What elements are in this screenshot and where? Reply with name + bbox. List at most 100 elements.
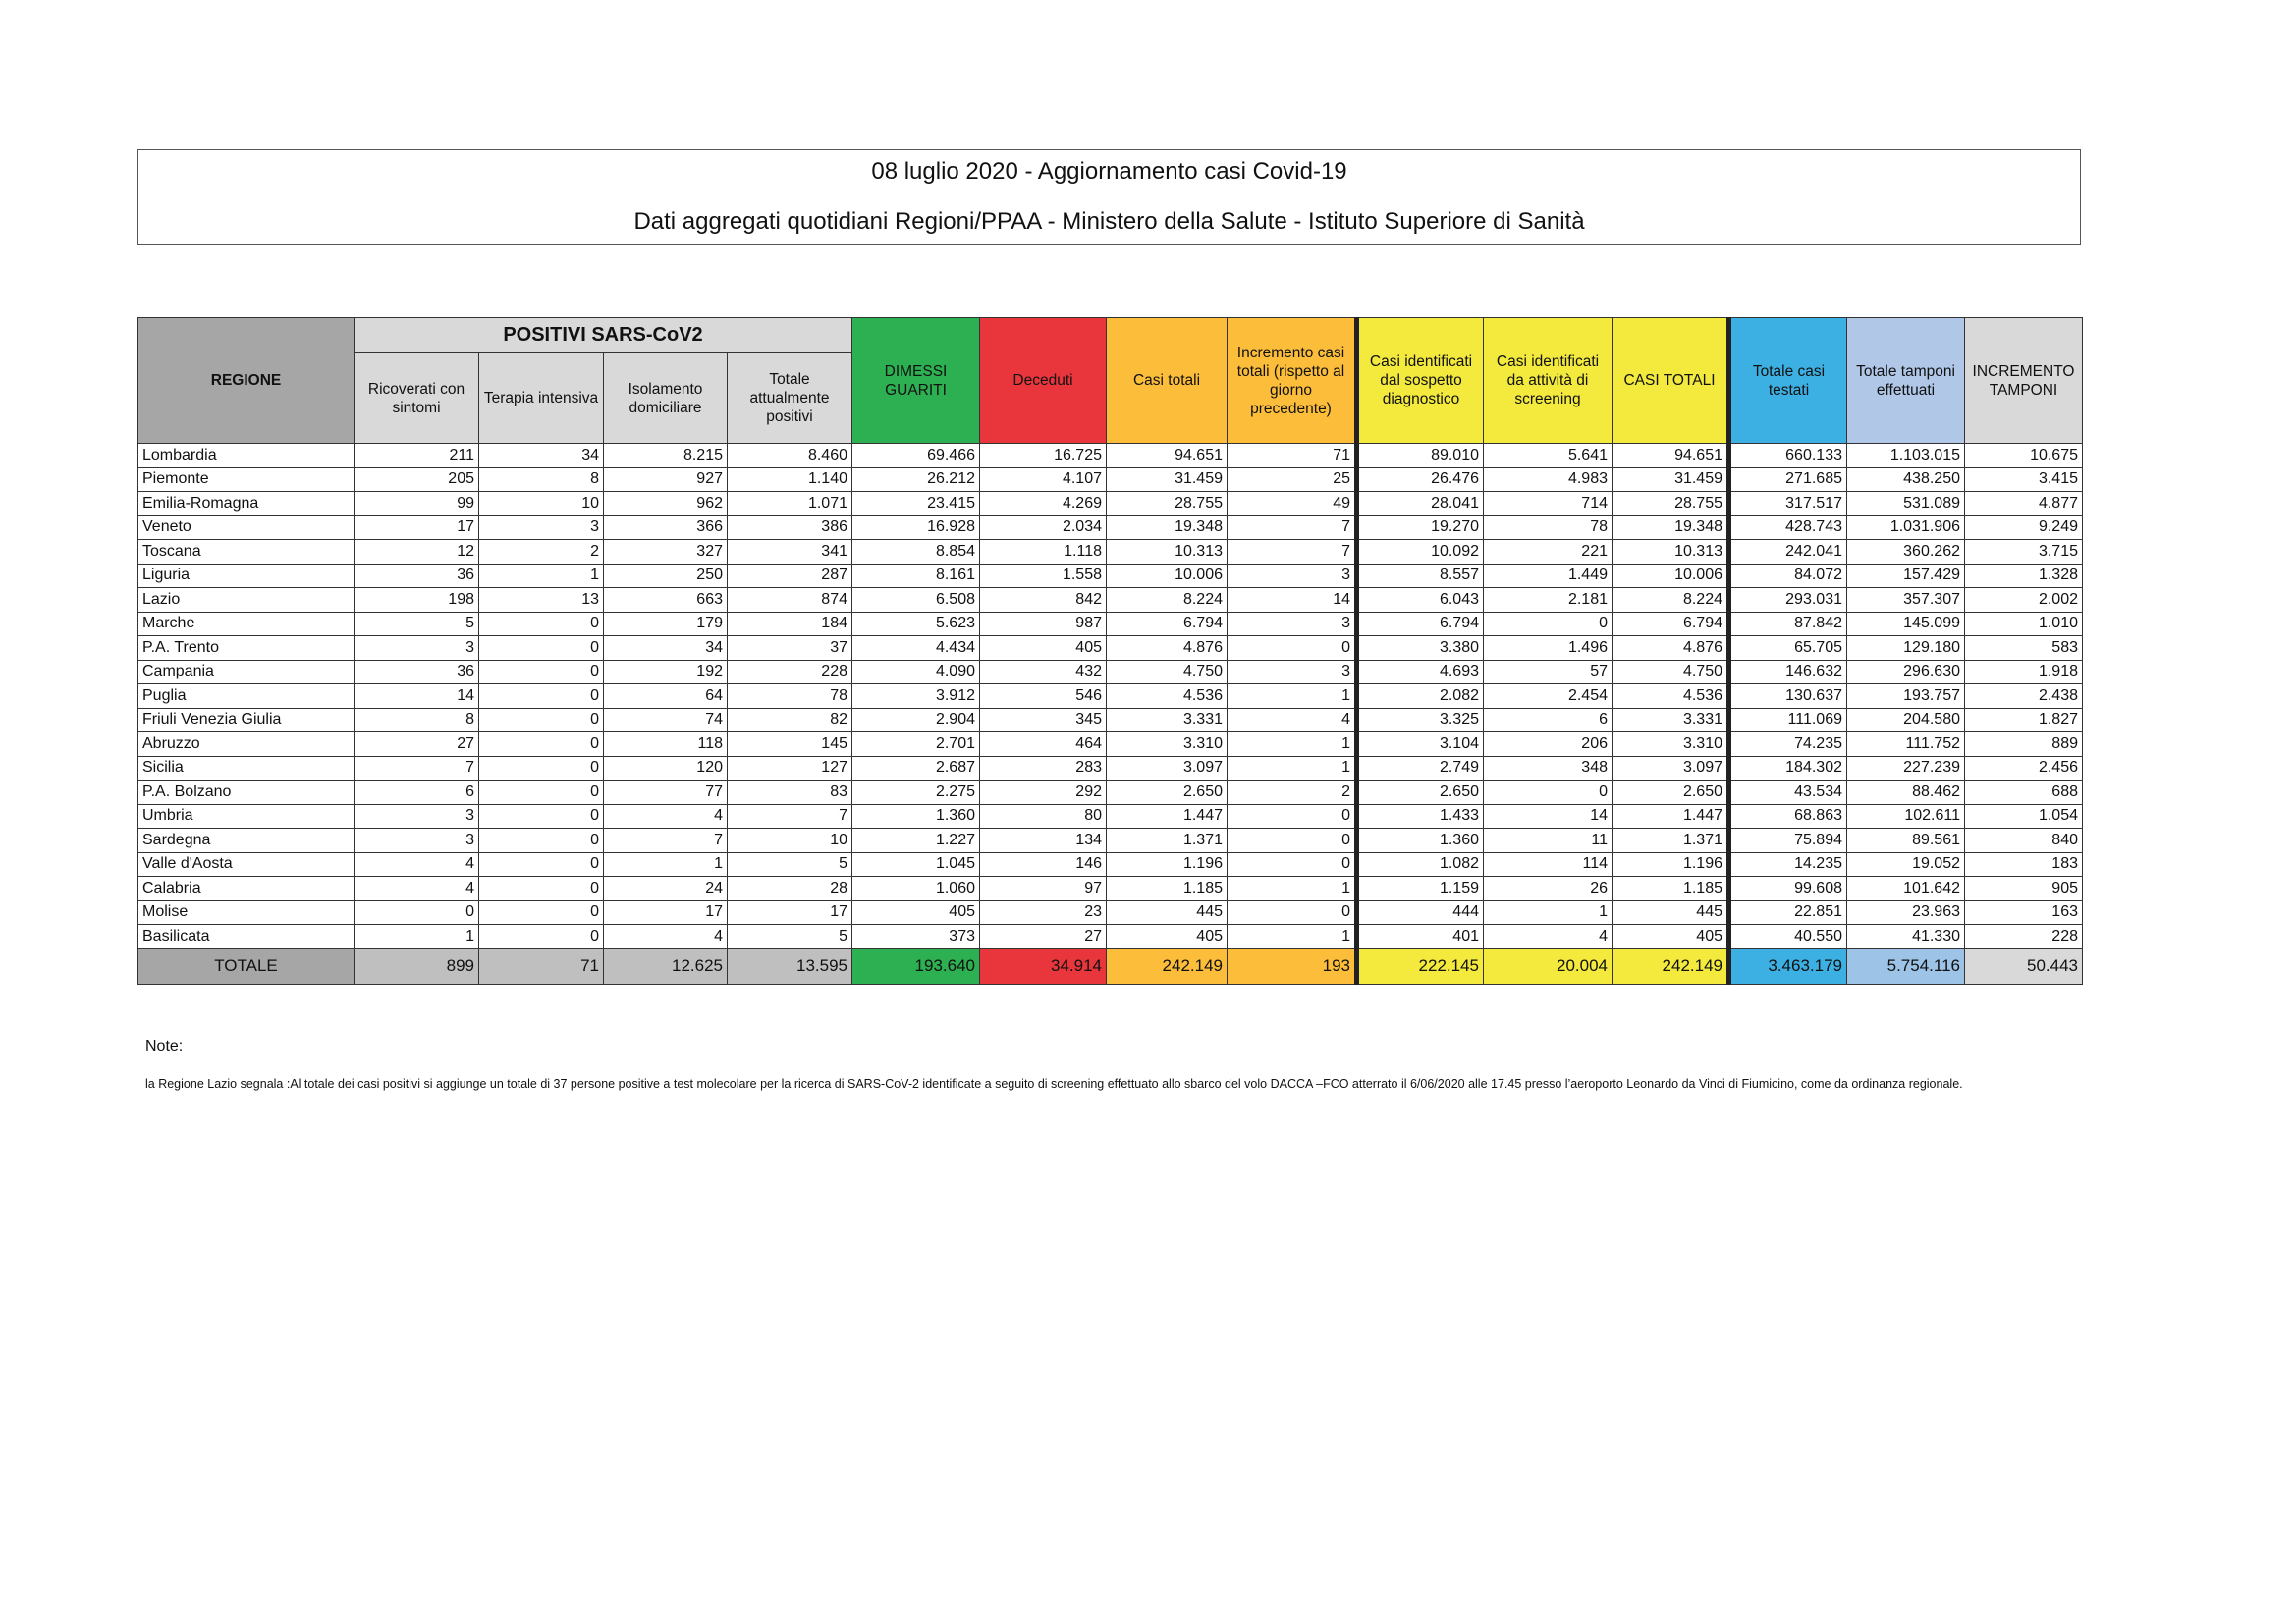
data-cell: 3.331: [1106, 707, 1228, 732]
total-label: TOTALE: [137, 947, 355, 985]
data-cell: 0: [1483, 611, 1613, 636]
data-cell: 250: [603, 563, 728, 588]
region-name-cell: Toscana: [137, 539, 355, 565]
data-cell: 840: [1964, 828, 2083, 853]
data-cell: 84.072: [1728, 563, 1847, 588]
data-cell: 57: [1483, 659, 1613, 684]
data-cell: 927: [603, 466, 728, 492]
data-cell: 89.010: [1356, 443, 1484, 468]
data-cell: 296.630: [1846, 659, 1965, 684]
data-cell: 102.611: [1846, 803, 1965, 829]
data-cell: 987: [979, 611, 1107, 636]
data-cell: 1.827: [1964, 707, 2083, 732]
data-cell: 10.092: [1356, 539, 1484, 565]
data-cell: 4.877: [1964, 491, 2083, 516]
total-cell: 3.463.179: [1728, 947, 1847, 985]
data-cell: 4.750: [1106, 659, 1228, 684]
region-name-cell: Piemonte: [137, 466, 355, 492]
data-cell: 1: [1227, 924, 1359, 949]
data-cell: 4.693: [1356, 659, 1484, 684]
column-header: Incremento casi totali (rispetto al gior…: [1227, 317, 1359, 444]
data-cell: 23.415: [851, 491, 980, 516]
data-cell: 157.429: [1846, 563, 1965, 588]
data-cell: 179: [603, 611, 728, 636]
data-cell: 19.052: [1846, 851, 1965, 877]
data-cell: 1.918: [1964, 659, 2083, 684]
data-cell: 1.447: [1612, 803, 1731, 829]
data-cell: 1.140: [727, 466, 852, 492]
data-cell: 68.863: [1728, 803, 1847, 829]
total-cell: 71: [478, 947, 604, 985]
column-header: Ricoverati con sintomi: [354, 352, 479, 444]
data-cell: 145: [727, 731, 852, 757]
data-cell: 184: [727, 611, 852, 636]
data-cell: 2.438: [1964, 683, 2083, 709]
data-cell: 317.517: [1728, 491, 1847, 516]
data-cell: 1.360: [851, 803, 980, 829]
data-cell: 360.262: [1846, 539, 1965, 565]
data-cell: 0: [478, 683, 604, 709]
data-cell: 1.045: [851, 851, 980, 877]
data-cell: 3: [354, 803, 479, 829]
data-cell: 26.212: [851, 466, 980, 492]
data-cell: 19.348: [1106, 514, 1228, 540]
data-cell: 80: [979, 803, 1107, 829]
data-cell: 3: [478, 514, 604, 540]
data-cell: 2.650: [1612, 780, 1731, 805]
data-cell: 16.928: [851, 514, 980, 540]
data-cell: 1.371: [1612, 828, 1731, 853]
data-cell: 183: [1964, 851, 2083, 877]
data-cell: 3.325: [1356, 707, 1484, 732]
data-cell: 13: [478, 587, 604, 613]
data-cell: 10.006: [1612, 563, 1731, 588]
data-cell: 444: [1356, 899, 1484, 925]
data-cell: 4.876: [1106, 635, 1228, 661]
table-row: Friuli Venezia Giulia 8 0 74 82 2.904 345 3.331…: [137, 707, 2083, 732]
data-cell: 293.031: [1728, 587, 1847, 613]
data-cell: 583: [1964, 635, 2083, 661]
data-cell: 31.459: [1612, 466, 1731, 492]
report-title-box: 08 luglio 2020 - Aggiornamento casi Covi…: [137, 149, 2081, 245]
data-cell: 10.006: [1106, 563, 1228, 588]
data-cell: 2.749: [1356, 755, 1484, 781]
data-cell: 1.054: [1964, 803, 2083, 829]
data-cell: 3.104: [1356, 731, 1484, 757]
data-cell: 1.103.015: [1846, 443, 1965, 468]
data-cell: 8.161: [851, 563, 980, 588]
data-cell: 28: [727, 876, 852, 901]
data-cell: 5: [354, 611, 479, 636]
column-header: Deceduti: [979, 317, 1107, 444]
region-name-cell: Puglia: [137, 683, 355, 709]
data-cell: 0: [1227, 803, 1359, 829]
data-cell: 6.043: [1356, 587, 1484, 613]
data-cell: 0: [1227, 828, 1359, 853]
table-row: Molise 0 0 17 17 405 23 445 0 444 1 445 22.851 23.963…: [137, 899, 2083, 925]
data-cell: 0: [478, 803, 604, 829]
data-cell: 204.580: [1846, 707, 1965, 732]
data-cell: 1.185: [1106, 876, 1228, 901]
data-cell: 120: [603, 755, 728, 781]
data-cell: 0: [478, 899, 604, 925]
data-cell: 4: [1227, 707, 1359, 732]
data-cell: 445: [1612, 899, 1731, 925]
data-cell: 94.651: [1612, 443, 1731, 468]
data-cell: 184.302: [1728, 755, 1847, 781]
data-cell: 8: [478, 466, 604, 492]
data-cell: 663: [603, 587, 728, 613]
total-cell: 12.625: [603, 947, 728, 985]
data-cell: 49: [1227, 491, 1359, 516]
data-cell: 401: [1356, 924, 1484, 949]
data-cell: 405: [1106, 924, 1228, 949]
data-cell: 65.705: [1728, 635, 1847, 661]
data-cell: 27: [354, 731, 479, 757]
data-cell: 283: [979, 755, 1107, 781]
data-cell: 405: [1612, 924, 1731, 949]
data-cell: 3.331: [1612, 707, 1731, 732]
data-cell: 0: [354, 899, 479, 925]
data-cell: 2.181: [1483, 587, 1613, 613]
data-cell: 2.701: [851, 731, 980, 757]
data-cell: 3.310: [1106, 731, 1228, 757]
column-header-regione: REGIONE: [137, 317, 355, 444]
data-cell: 1: [354, 924, 479, 949]
data-cell: 10.675: [1964, 443, 2083, 468]
